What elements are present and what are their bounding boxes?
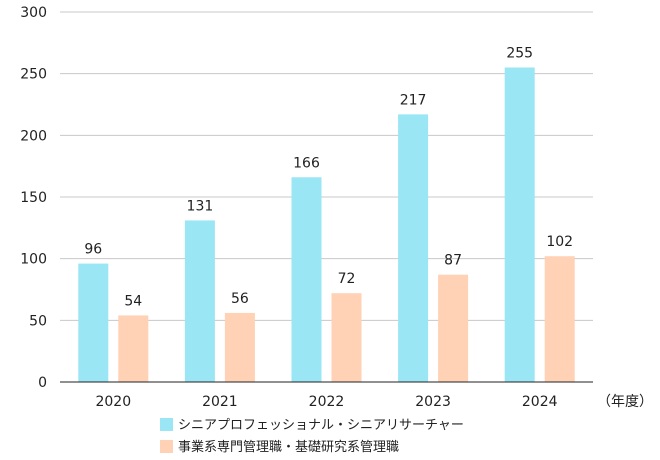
data-label-senior-2022: 166 xyxy=(293,155,320,171)
y-tick-label: 300 xyxy=(20,5,47,21)
data-label-senior-2024: 255 xyxy=(506,46,533,62)
data-label-manager-2020: 54 xyxy=(124,293,142,309)
bar-senior-2024 xyxy=(504,67,535,382)
data-label-manager-2021: 56 xyxy=(231,291,249,307)
bar-manager-2020 xyxy=(118,315,149,382)
legend-label-manager: 事業系専門管理職・基礎研究系管理職 xyxy=(178,439,399,455)
bar-manager-2021 xyxy=(224,312,255,382)
y-tick-label: 0 xyxy=(38,375,47,391)
bar-senior-2022 xyxy=(291,177,322,382)
y-tick-label: 100 xyxy=(20,252,47,268)
x-tick-label: 2022 xyxy=(309,394,345,410)
data-label-senior-2023: 217 xyxy=(400,92,427,108)
grid-lines xyxy=(60,11,593,321)
data-label-manager-2023: 87 xyxy=(444,253,462,269)
x-axis-ticks: 2020 2021 2022 2023 2024 xyxy=(95,394,557,410)
bar-manager-2022 xyxy=(331,293,362,382)
data-label-manager-2024: 102 xyxy=(546,234,573,250)
bar-manager-2024 xyxy=(544,256,575,382)
legend-swatch-senior xyxy=(160,418,173,431)
x-tick-label: 2021 xyxy=(202,394,238,410)
y-tick-label: 200 xyxy=(20,128,47,144)
data-label-manager-2022: 72 xyxy=(338,271,356,287)
y-axis-ticks: 0 50 100 150 200 250 300 xyxy=(20,5,47,391)
bar-senior-2020 xyxy=(78,263,109,382)
bar-manager-2023 xyxy=(438,274,469,382)
x-tick-label: 2023 xyxy=(415,394,451,410)
legend-swatch-manager xyxy=(160,440,173,453)
data-labels: 96 54 131 56 166 72 217 87 255 102 xyxy=(84,46,573,310)
data-label-senior-2021: 131 xyxy=(187,198,214,214)
x-tick-label: 2024 xyxy=(522,394,558,410)
y-tick-label: 150 xyxy=(20,190,47,206)
bar-senior-2021 xyxy=(184,220,215,382)
x-unit-label: （年度） xyxy=(597,394,653,410)
data-label-senior-2020: 96 xyxy=(84,242,102,258)
x-tick-label: 2020 xyxy=(95,394,131,410)
y-tick-label: 250 xyxy=(20,67,47,83)
bars xyxy=(78,67,575,382)
legend: シニアプロフェッショナル・シニアリサーチャー 事業系専門管理職・基礎研究系管理職 xyxy=(160,418,464,455)
bar-senior-2023 xyxy=(398,114,429,382)
y-tick-label: 50 xyxy=(29,313,47,329)
legend-label-senior: シニアプロフェッショナル・シニアリサーチャー xyxy=(178,418,464,433)
